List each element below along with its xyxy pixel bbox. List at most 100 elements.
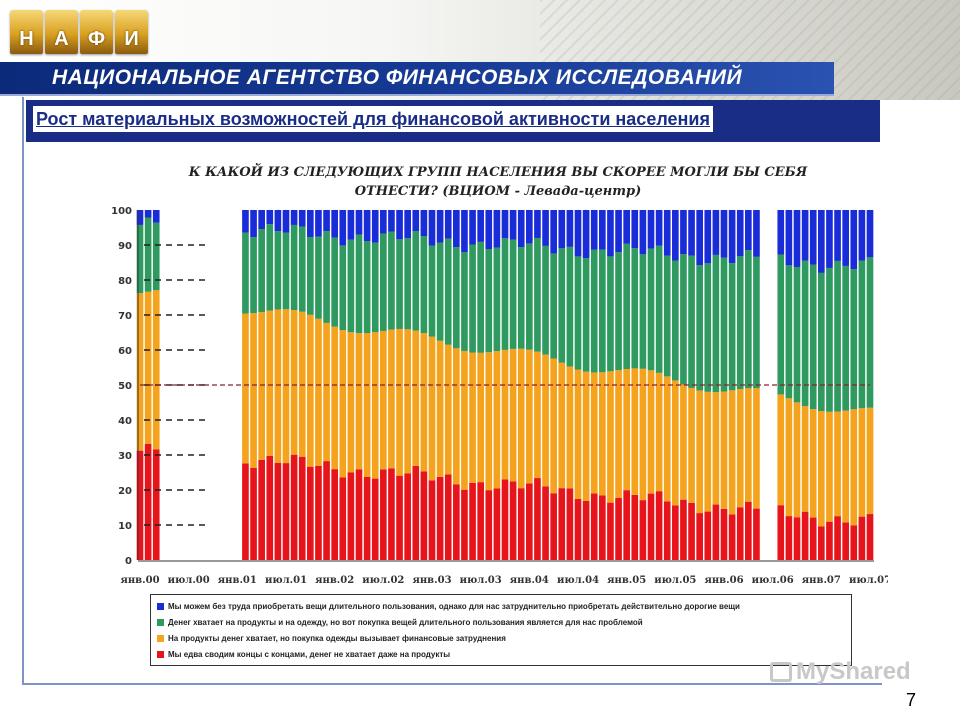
bar-segment xyxy=(428,210,436,246)
bar-segment xyxy=(250,467,257,560)
bar-segment xyxy=(850,269,858,410)
bar-segment xyxy=(242,232,249,314)
bar-segment xyxy=(461,489,468,560)
x-tick-label: июл.01 xyxy=(265,575,307,586)
bar-segment xyxy=(258,312,265,460)
bar-segment xyxy=(534,351,541,479)
bar-segment xyxy=(834,210,841,261)
x-tick-label: июл.07 xyxy=(849,575,888,586)
bar-segment xyxy=(720,257,728,392)
bar-segment xyxy=(590,210,598,250)
bar-segment xyxy=(834,411,841,517)
bar-segment xyxy=(404,329,411,474)
legend-item: Денег хватает на продукты и на одежду, н… xyxy=(151,614,851,630)
bar-segment xyxy=(136,293,144,451)
bar-segment xyxy=(388,468,395,560)
bar-segment xyxy=(623,243,630,369)
bar-segment xyxy=(266,224,274,311)
bar-segment xyxy=(493,247,501,352)
bar-segment xyxy=(672,380,679,506)
bar-segment xyxy=(517,488,525,560)
bar-segment xyxy=(599,372,606,496)
bar-segment xyxy=(623,210,630,244)
bar-segment xyxy=(298,311,306,457)
bar-segment xyxy=(534,210,541,238)
bar-segment xyxy=(728,210,736,264)
bar-segment xyxy=(339,330,347,478)
bar-segment xyxy=(801,210,809,261)
left-frame-rule xyxy=(22,97,24,685)
bar-segment xyxy=(371,478,379,560)
bar-segment xyxy=(444,210,452,239)
bar-segment xyxy=(412,210,420,232)
bar-segment xyxy=(274,210,282,232)
bar-segment xyxy=(485,352,493,491)
bar-segment xyxy=(242,210,249,233)
bar-segment xyxy=(371,332,379,479)
presentation-icon xyxy=(770,662,792,682)
bar-segment xyxy=(298,226,306,312)
bar-segment xyxy=(307,236,314,315)
bar-segment xyxy=(818,526,825,560)
bar-segment xyxy=(290,310,298,455)
bar-segment xyxy=(566,210,574,247)
bar-segment xyxy=(590,493,598,560)
bar-segment xyxy=(785,210,793,266)
bar-segment xyxy=(615,370,622,498)
bar-segment xyxy=(371,210,379,243)
bar-segment xyxy=(866,210,874,258)
bar-segment xyxy=(501,479,509,560)
bar-segment xyxy=(493,351,501,489)
bar-segment xyxy=(639,368,647,501)
bar-segment xyxy=(404,210,411,239)
bar-segment xyxy=(655,372,663,492)
bar-segment xyxy=(307,466,314,560)
bar-segment xyxy=(615,210,622,253)
bar-segment xyxy=(461,252,468,351)
bar-segment xyxy=(728,514,736,560)
bar-segment xyxy=(420,471,428,560)
bar-segment xyxy=(704,391,712,512)
bar-segment xyxy=(736,507,744,560)
bar-segment xyxy=(388,210,395,232)
bar-segment xyxy=(144,210,152,218)
bar-segment xyxy=(396,210,403,240)
bar-segment xyxy=(315,210,322,237)
bar-segment xyxy=(339,245,347,331)
y-tick-label: 90 xyxy=(118,241,132,252)
bars-group xyxy=(136,210,874,560)
bar-segment xyxy=(834,516,841,560)
bar-segment xyxy=(599,495,606,560)
bar-segment xyxy=(647,370,655,494)
bar-segment xyxy=(712,210,720,255)
bar-segment xyxy=(542,210,549,246)
bar-segment xyxy=(566,488,574,560)
bar-segment xyxy=(858,260,866,409)
bar-segment xyxy=(745,501,752,560)
bar-segment xyxy=(420,210,428,237)
bar-segment xyxy=(315,318,322,466)
y-tick-label: 70 xyxy=(118,311,132,322)
bar-segment xyxy=(720,210,728,258)
bar-segment xyxy=(736,256,744,390)
agency-title: НАЦИОНАЛЬНОЕ АГЕНТСТВО ФИНАНСОВЫХ ИССЛЕД… xyxy=(52,66,743,89)
bar-segment xyxy=(793,210,801,267)
x-tick-label: июл.00 xyxy=(168,575,210,586)
bar-segment xyxy=(250,313,257,468)
y-tick-label: 80 xyxy=(118,276,132,287)
bar-segment xyxy=(331,210,338,238)
bar-segment xyxy=(712,392,720,505)
bar-segment xyxy=(607,210,614,257)
x-tick-label: янв.03 xyxy=(412,575,451,586)
bar-segment xyxy=(745,210,752,251)
bar-segment xyxy=(501,238,509,350)
y-tick-label: 0 xyxy=(125,556,132,567)
bar-segment xyxy=(866,257,874,408)
bar-segment xyxy=(347,332,355,473)
bar-segment xyxy=(526,210,533,244)
x-tick-label: июл.06 xyxy=(752,575,794,586)
bar-segment xyxy=(453,247,460,349)
bar-segment xyxy=(453,484,460,560)
bar-segment xyxy=(331,469,338,560)
bar-segment xyxy=(363,477,371,560)
